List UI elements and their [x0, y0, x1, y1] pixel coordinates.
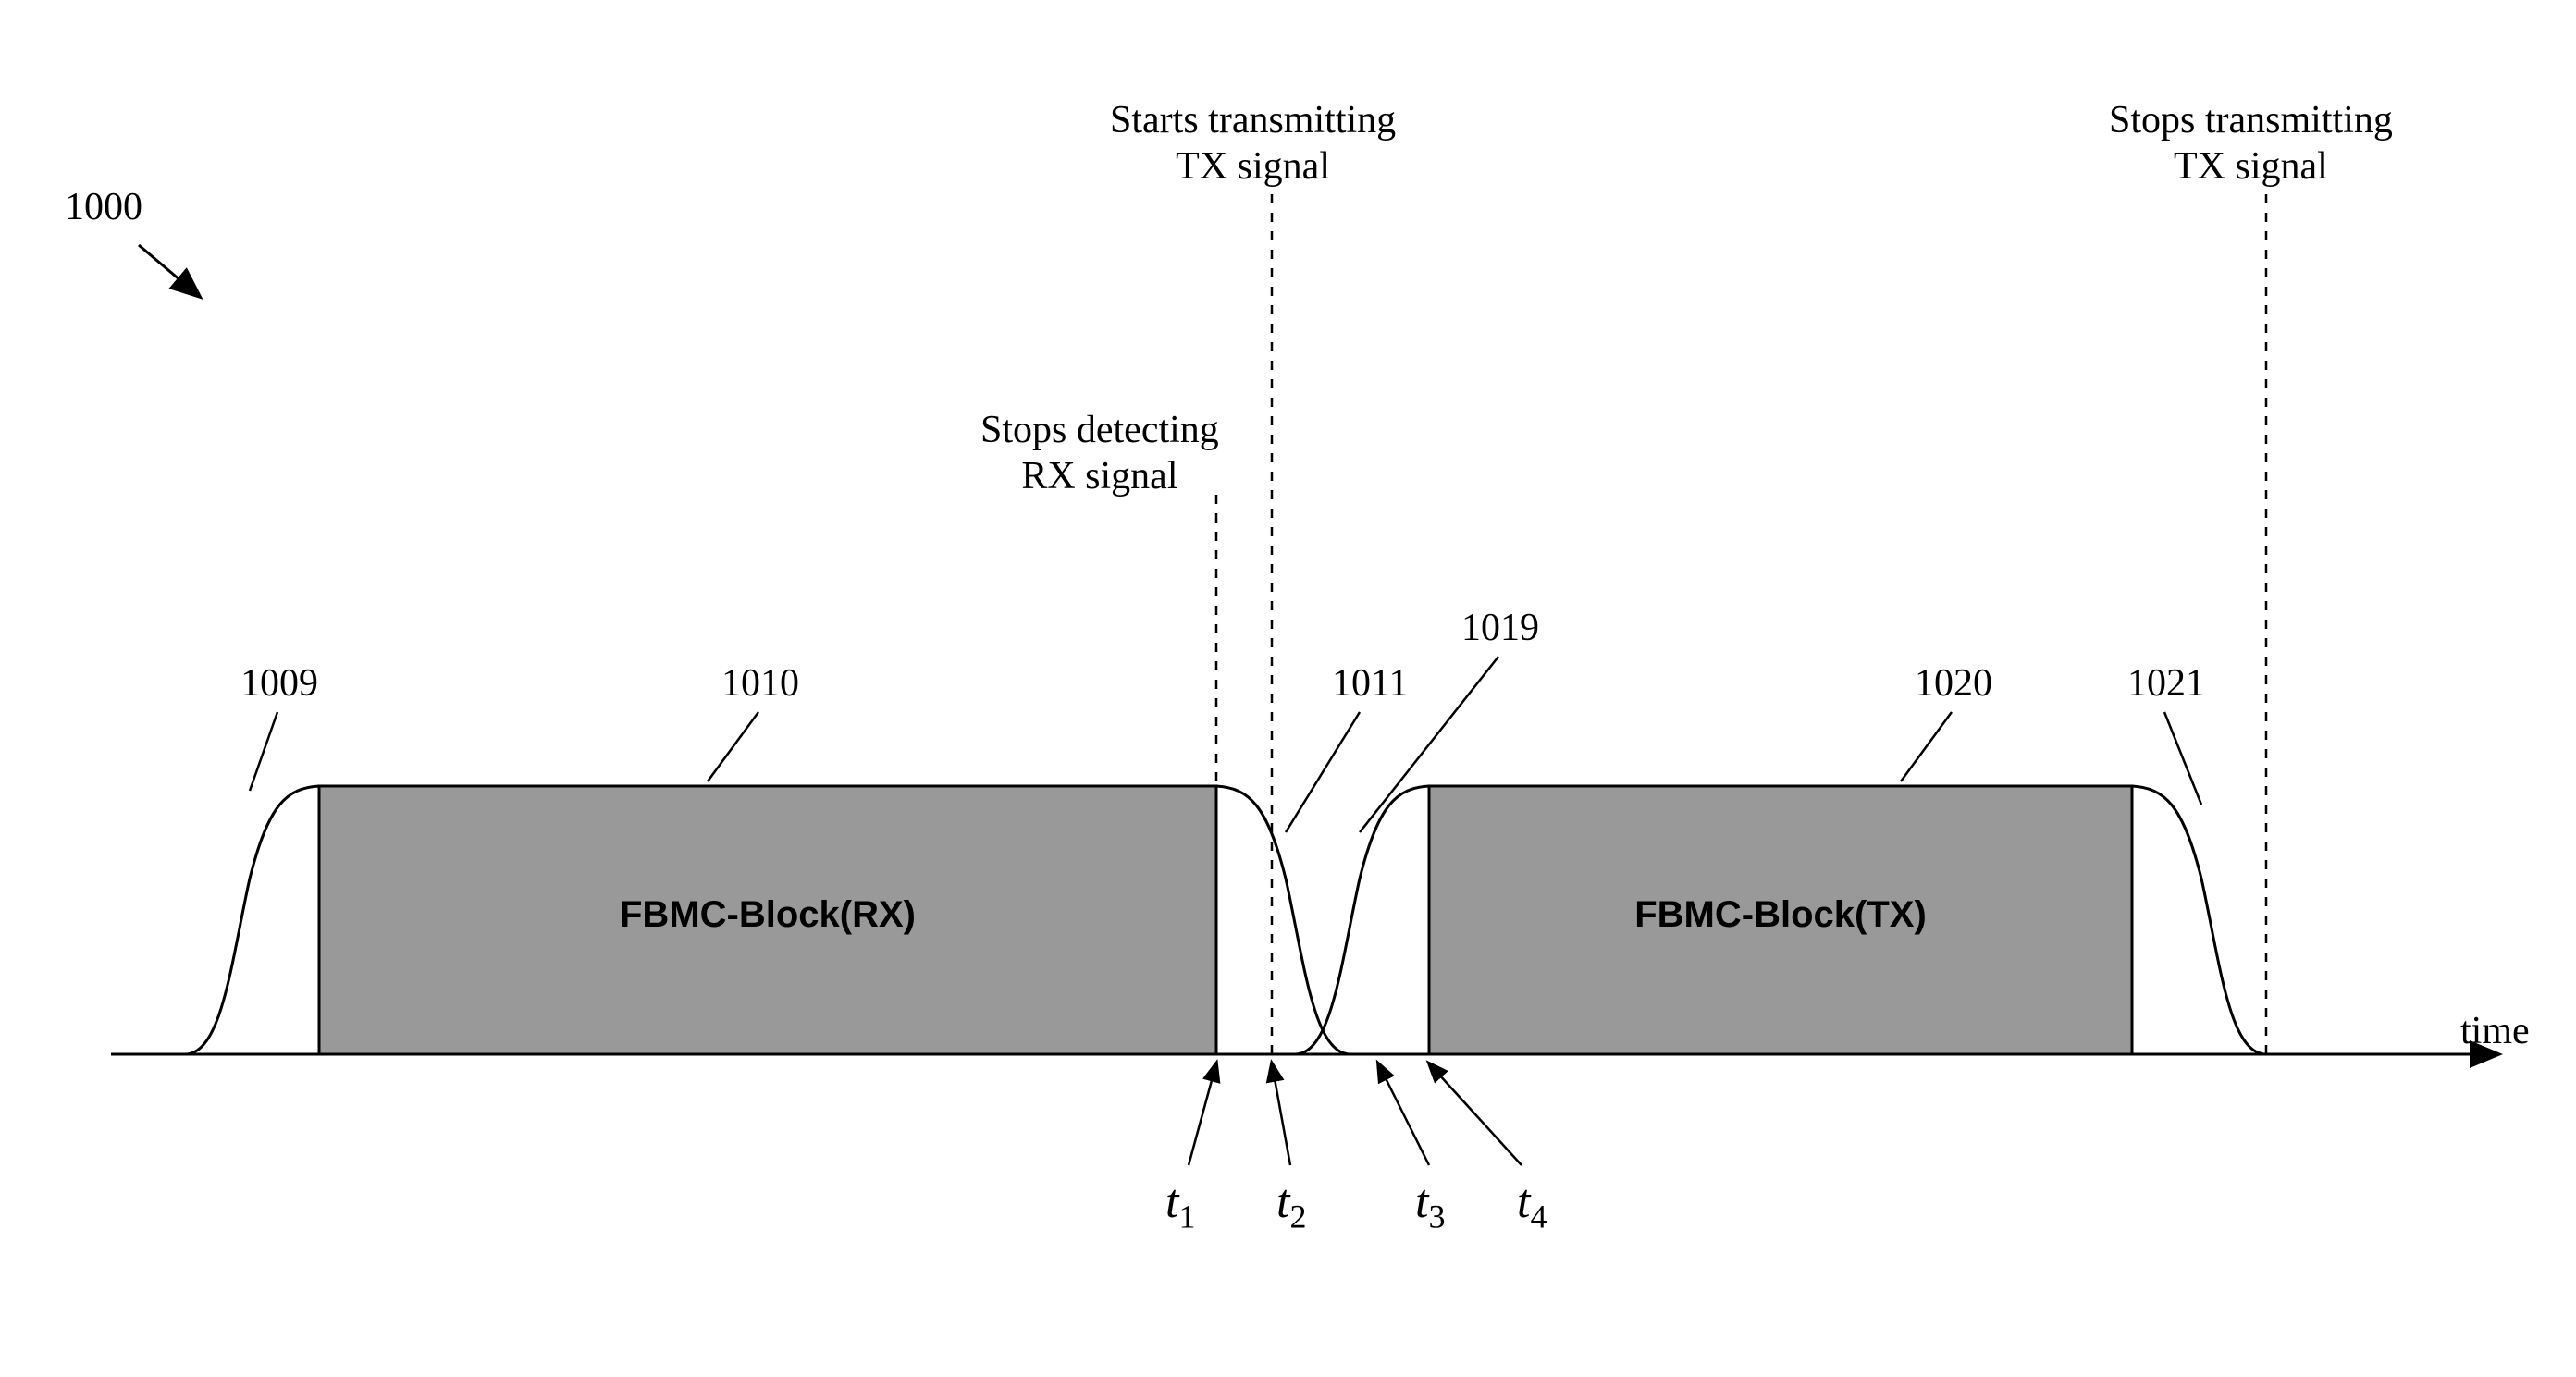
tx-block-label: FBMC-Block(TX) [1429, 892, 2132, 937]
ref-1011: 1011 [1332, 661, 1408, 706]
t2-label: t2 [1276, 1174, 1306, 1236]
ref-1010: 1010 [721, 661, 799, 706]
t1-label: t1 [1165, 1174, 1195, 1236]
diagram-container: FBMC-Block(RX) FBMC-Block(TX) time 1000 … [0, 0, 2576, 1377]
t3-label: t3 [1415, 1174, 1445, 1236]
ref-1021: 1021 [2127, 661, 2205, 706]
ref-1000: 1000 [65, 185, 142, 229]
stops-detecting-label: Stops detecting RX signal [980, 407, 1219, 500]
ref-1009: 1009 [240, 661, 318, 706]
axis-label: time [2460, 1008, 2530, 1054]
ref-1021-line [2164, 712, 2201, 805]
t2-arrow [1272, 1063, 1290, 1165]
ref-1000-arrow [139, 245, 199, 296]
t1-arrow [1189, 1063, 1216, 1165]
ref-1019: 1019 [1461, 606, 1539, 650]
ref-1010-line [708, 712, 758, 781]
starts-transmitting-label: Starts transmitting TX signal [1110, 97, 1396, 191]
ref-1020-line [1901, 712, 1952, 781]
t4-arrow [1429, 1063, 1522, 1165]
tx-tail-right [2132, 786, 2266, 1054]
ref-1020: 1020 [1915, 661, 1992, 706]
rx-tail-left [185, 786, 319, 1054]
t4-label: t4 [1517, 1174, 1547, 1236]
stops-transmitting-label: Stops transmitting TX signal [2109, 97, 2393, 191]
t3-arrow [1378, 1063, 1429, 1165]
rx-block-label: FBMC-Block(RX) [319, 892, 1216, 937]
ref-1011-line [1286, 712, 1360, 832]
ref-1009-line [250, 712, 277, 791]
